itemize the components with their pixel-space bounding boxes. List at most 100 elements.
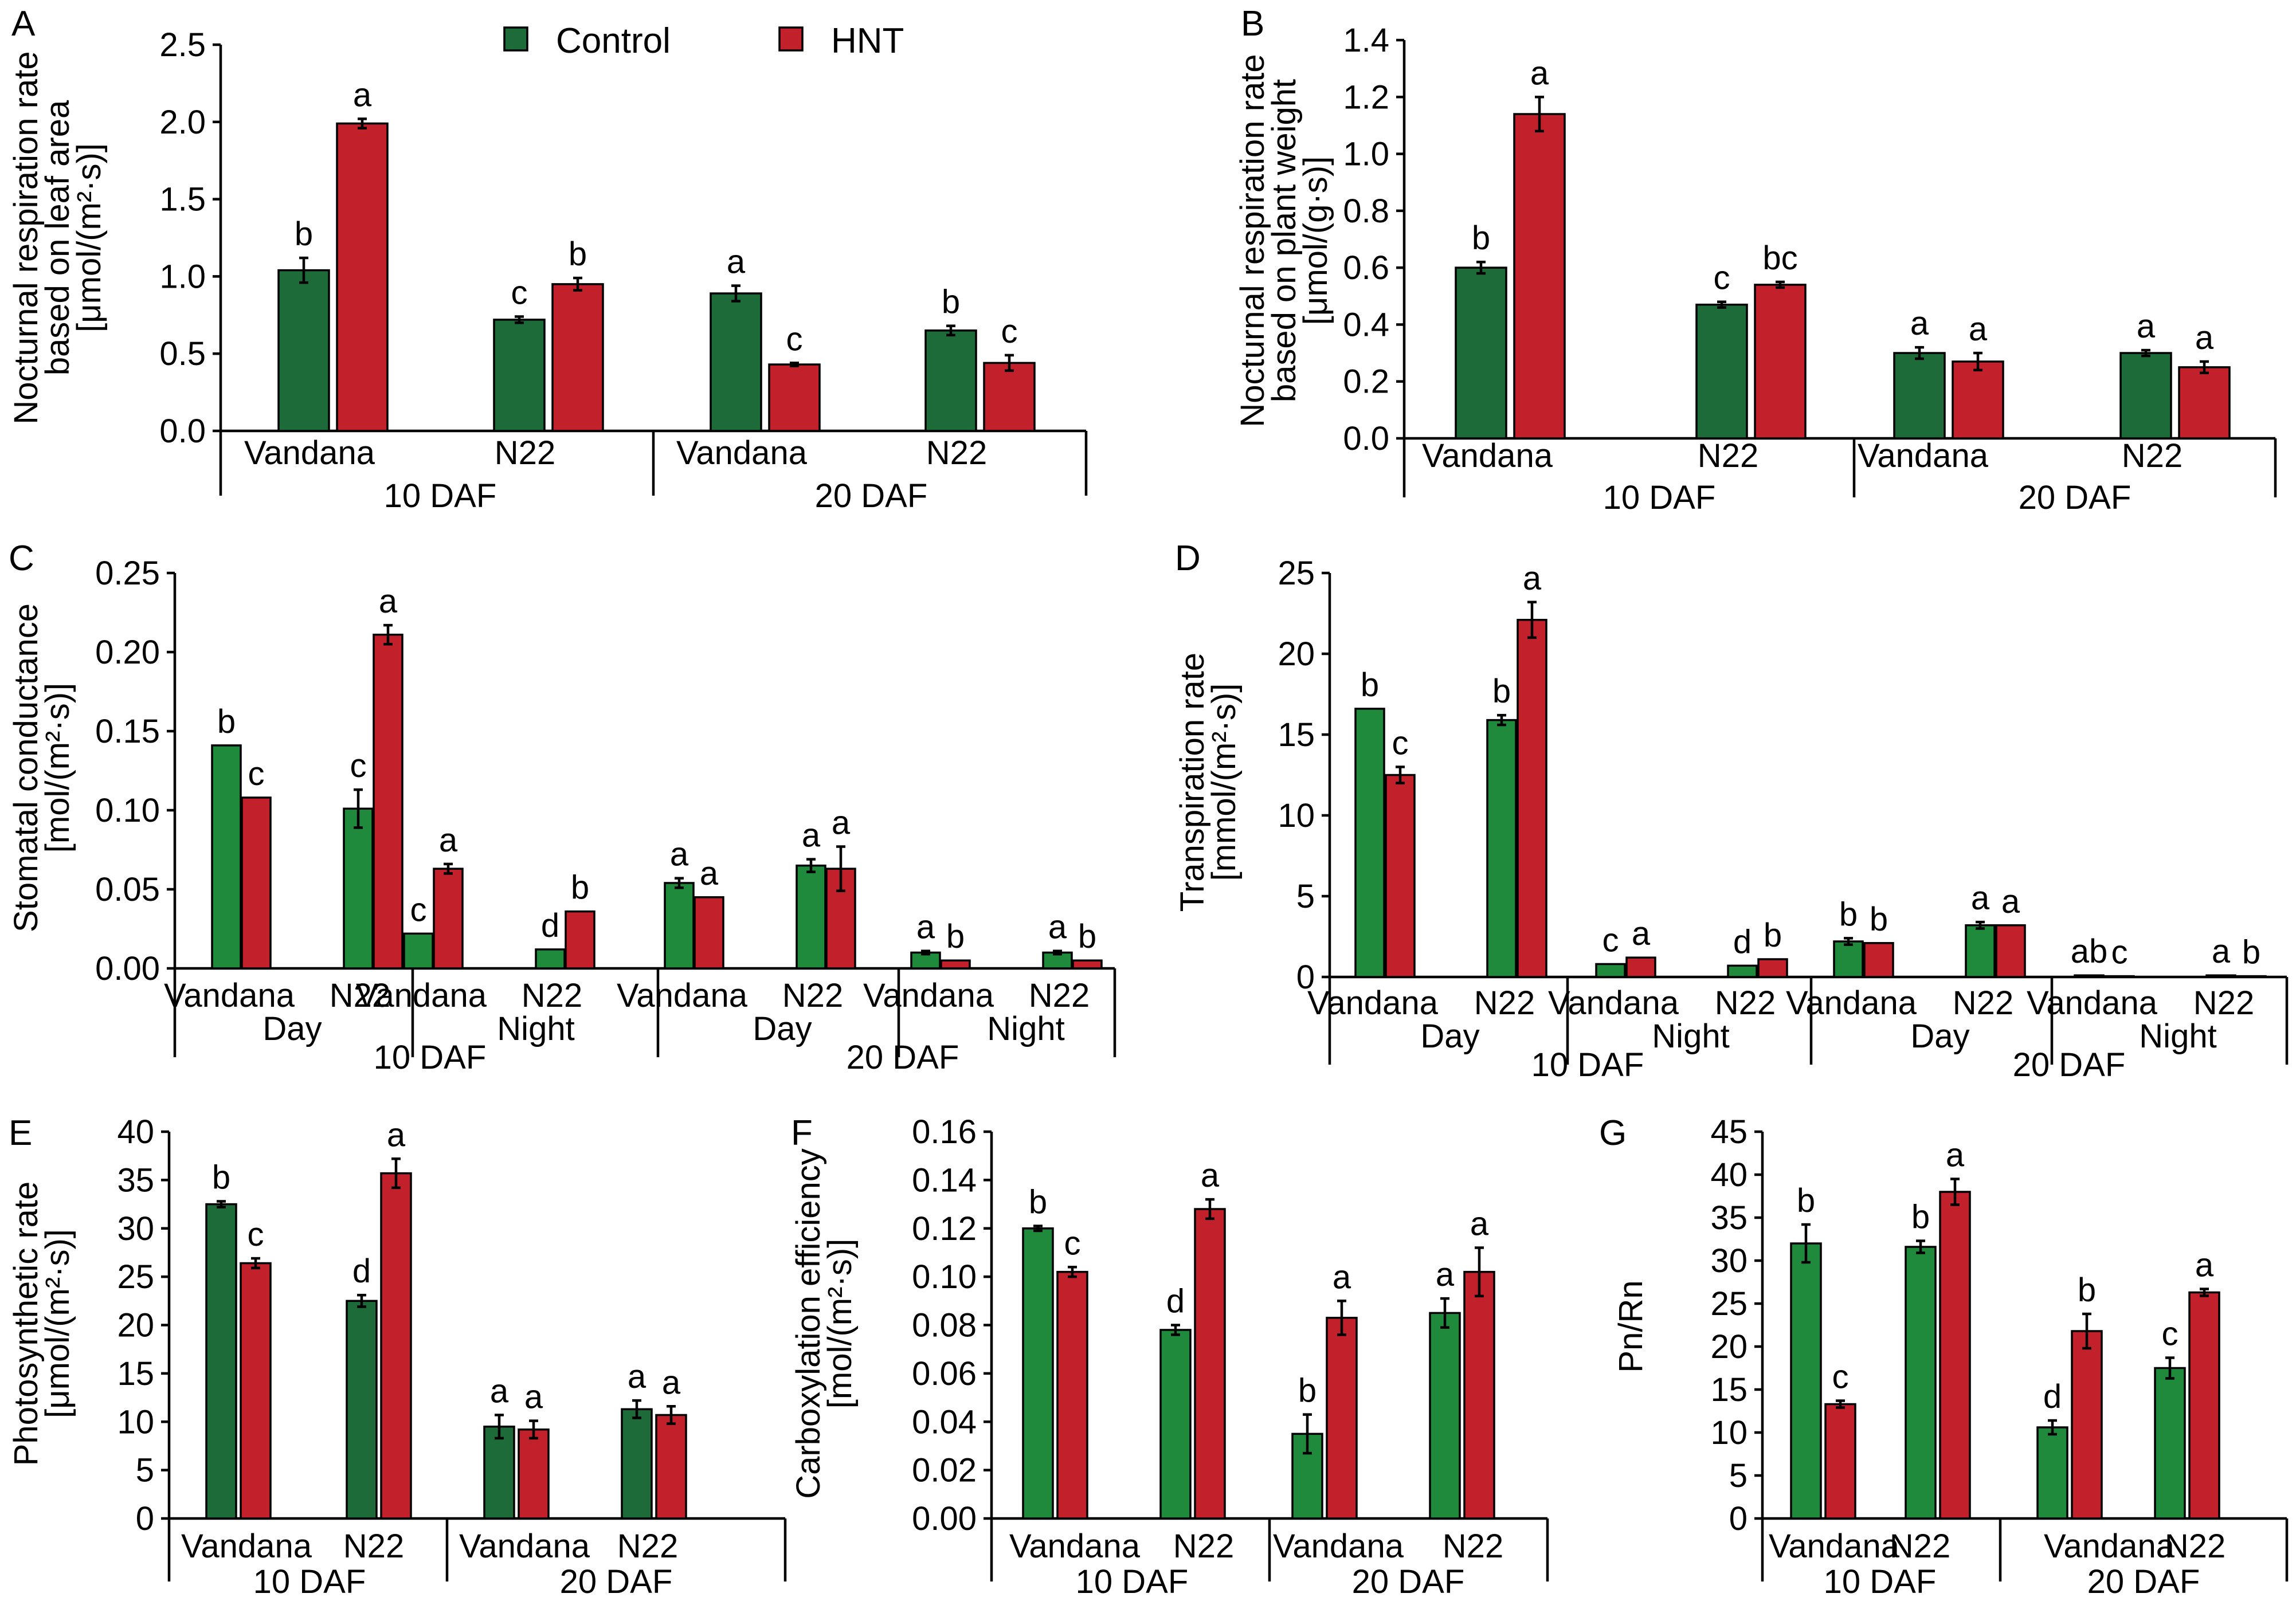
- x-category-label: N22: [617, 1528, 678, 1565]
- significance-letter: c: [786, 320, 803, 358]
- bar-control: [1159, 1329, 1192, 1520]
- y-tick-label: 25: [1710, 1285, 1748, 1322]
- bar-hnt: [1952, 360, 2004, 439]
- significance-letter: c: [1001, 313, 1018, 350]
- y-tick-label: 45: [1710, 1113, 1748, 1151]
- y-tick-label: 5: [1296, 878, 1315, 915]
- significance-letter: d: [2043, 1378, 2062, 1415]
- bar-hnt: [1754, 284, 1807, 439]
- bar-control: [1833, 940, 1864, 978]
- chart-panel-a: A 0.0 0.5 1.0 1.5 2.0 2.5 Nocturnal respiration…: [7, 4, 1088, 515]
- bar-hnt: [1072, 959, 1103, 970]
- bar-control: [403, 932, 434, 970]
- y-tick-label: 0.25: [95, 555, 160, 592]
- x-group-label: 10 DAF: [253, 1563, 366, 1600]
- x-category-label: Vandana: [617, 977, 748, 1014]
- y-tick-label: 0.0: [159, 413, 206, 450]
- significance-letter: b: [1764, 917, 1782, 954]
- significance-letter: c: [1832, 1359, 1849, 1396]
- bar-hnt: [1863, 942, 1894, 978]
- y-tick-label: 0.04: [912, 1403, 977, 1441]
- bar-control: [1727, 964, 1758, 978]
- x-category-label: Vandana: [2027, 984, 2158, 1022]
- bar-control: [664, 882, 695, 970]
- y-tick-label: 35: [117, 1161, 154, 1199]
- y-tick-label: 2.5: [159, 26, 206, 64]
- y-tick-label: 25: [117, 1258, 154, 1296]
- significance-letter: b: [1492, 673, 1511, 710]
- x-category-label: Vandana: [1769, 1528, 1900, 1565]
- x-subgroup-label: Day: [1910, 1018, 1969, 1055]
- y-tick-label: 0.14: [912, 1161, 977, 1199]
- y-axis-label: [μmol/(m²·s)]: [39, 1229, 76, 1418]
- significance-letter: c: [248, 1216, 264, 1253]
- bar-hnt: [983, 362, 1036, 432]
- x-category-label: Vandana: [1548, 984, 1679, 1022]
- x-subgroup-label: Day: [262, 1010, 322, 1047]
- y-tick-label: 1.4: [1343, 22, 1389, 59]
- bar-control: [924, 329, 977, 432]
- chart-panel-c: C 0.00 0.05 0.10 0.15 0.20 0.25 Stomatal conduc…: [7, 539, 1116, 1076]
- significance-letter: a: [2001, 883, 2020, 920]
- significance-letter: b: [295, 215, 313, 253]
- significance-letter: a: [524, 1379, 543, 1416]
- x-subgroup-label: Day: [753, 1010, 812, 1047]
- x-group-label: 20 DAF: [815, 477, 928, 515]
- y-tick-label: 0.12: [912, 1210, 977, 1247]
- x-category-label: Vandana: [1009, 1528, 1141, 1565]
- y-tick-label: 0.6: [1343, 249, 1389, 287]
- bar-control: [2036, 1426, 2068, 1520]
- x-category-label: Vandana: [244, 434, 375, 472]
- bar-control: [1905, 1246, 1937, 1520]
- x-group-label: 20 DAF: [847, 1039, 959, 1076]
- panel-label: B: [1241, 4, 1264, 44]
- x-group-label: 20 DAF: [2019, 479, 2132, 516]
- x-category-label: Vandana: [459, 1528, 590, 1565]
- bar-hnt: [1463, 1270, 1495, 1520]
- x-category-label: Vandana: [1786, 984, 1917, 1022]
- bar-hnt: [768, 363, 821, 432]
- y-axis-label: based on leaf area: [39, 100, 76, 375]
- y-tick-label: 0: [136, 1500, 154, 1537]
- bar-control: [1455, 266, 1507, 439]
- y-axis-label: Nocturnal respiration rate: [1234, 54, 1271, 427]
- significance-letter: c: [1064, 1225, 1081, 1262]
- y-tick-label: 20: [1278, 635, 1315, 673]
- y-tick-label: 40: [117, 1113, 154, 1151]
- y-tick-label: 0.02: [912, 1452, 977, 1489]
- significance-letter: a: [832, 804, 851, 841]
- chart-panel-d: D 0 5 10 15 20 25 Transpiration rate[mmol/(m²·s…: [1174, 539, 2289, 1084]
- y-tick-label: 2.0: [159, 104, 206, 141]
- y-tick-label: 1.2: [1343, 79, 1389, 116]
- significance-letter: bc: [1762, 240, 1797, 277]
- significance-letter: a: [802, 817, 821, 854]
- x-category-label: N22: [495, 434, 555, 472]
- bar-control: [796, 864, 826, 970]
- y-tick-label: 10: [1278, 797, 1315, 834]
- significance-letter: a: [439, 822, 458, 859]
- bar-hnt: [1517, 619, 1547, 978]
- y-tick-label: 0.8: [1343, 193, 1389, 230]
- y-tick-label: 1.5: [159, 181, 206, 218]
- y-axis-label: [mol/(m²·s)]: [39, 683, 76, 853]
- x-category-label: Vandana: [356, 977, 487, 1014]
- bar-control: [1354, 708, 1385, 978]
- legend-label-control: Control: [556, 21, 671, 61]
- x-group-label: 20 DAF: [2087, 1563, 2200, 1600]
- y-tick-label: 0.0: [1343, 420, 1389, 457]
- significance-letter: d: [1166, 1283, 1185, 1320]
- significance-letter: a: [1530, 54, 1549, 92]
- y-tick-label: 0.05: [95, 871, 160, 908]
- significance-letter: b: [946, 918, 965, 955]
- bar-hnt: [655, 1414, 687, 1520]
- x-category-label: N22: [782, 977, 843, 1014]
- x-category-label: N22: [1890, 1528, 1950, 1565]
- bar-control: [483, 1425, 515, 1520]
- significance-letter: a: [670, 836, 689, 873]
- significance-letter: a: [700, 855, 719, 892]
- y-tick-label: 20: [1710, 1328, 1748, 1365]
- bar-hnt: [1939, 1191, 1971, 1520]
- bar-hnt: [336, 122, 389, 432]
- bar-hnt: [2236, 975, 2267, 978]
- significance-letter: c: [1714, 260, 1730, 297]
